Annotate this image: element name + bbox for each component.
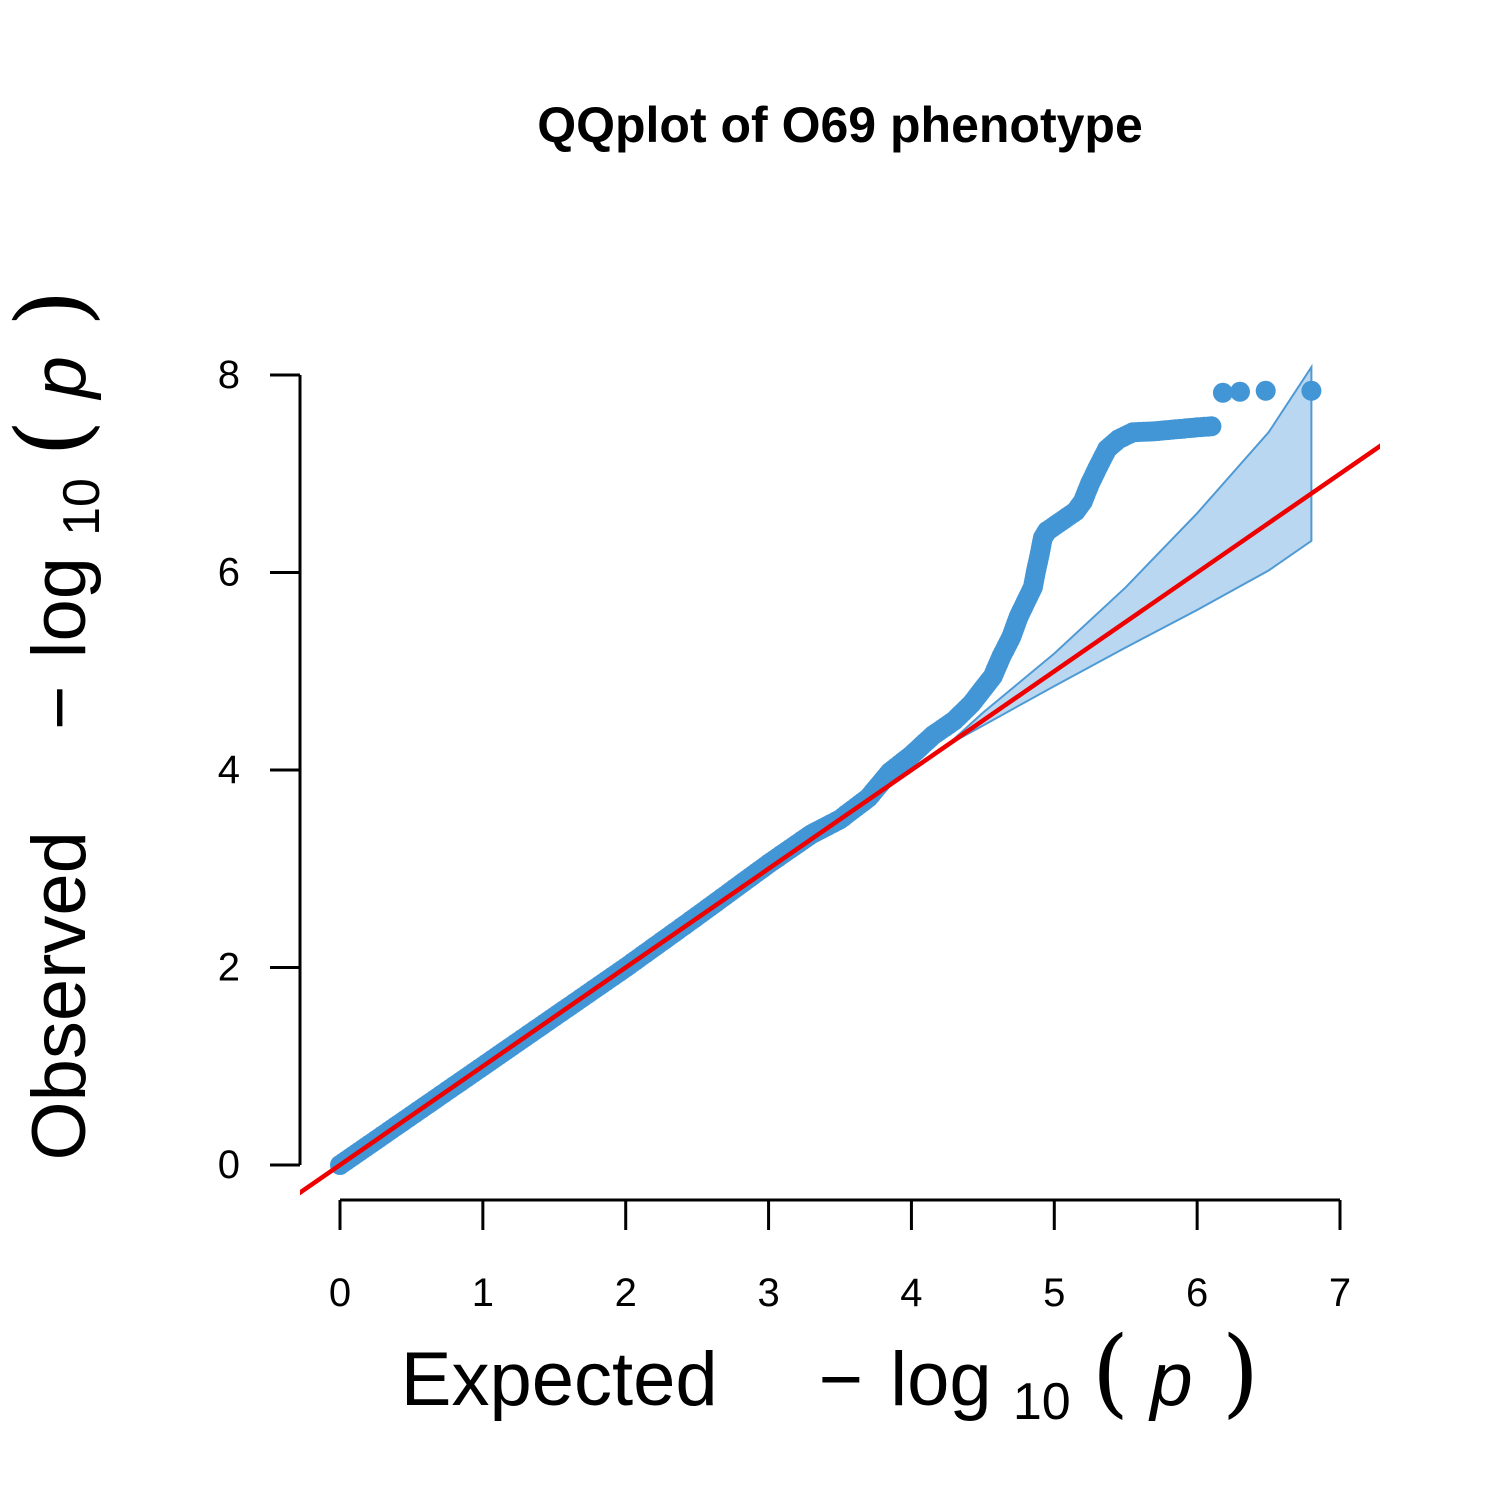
y-axis-label-base: 10	[53, 478, 111, 536]
x-axis-label-minus: −	[819, 1337, 863, 1422]
x-axis-label-base: 10	[1013, 1373, 1071, 1431]
reference-line-layer	[300, 443, 1380, 1196]
chart-title: QQplot of O69 phenotype	[537, 97, 1143, 153]
y-tick-label: 6	[218, 551, 240, 595]
y-axis-label-main: Observed	[17, 831, 102, 1161]
x-tick-label: 2	[615, 1271, 637, 1315]
data-point	[1201, 416, 1222, 437]
axes: 0 1 2 3 4 5 6 7 0 2 4 6 8	[218, 353, 1351, 1315]
y-axis-label-var: p	[17, 356, 102, 400]
x-tick-label: 5	[1043, 1271, 1065, 1315]
x-tick-label: 0	[329, 1271, 351, 1315]
y-tick-label: 0	[218, 1143, 240, 1187]
x-tick-label: 6	[1186, 1271, 1208, 1315]
x-axis-label-var: p	[1148, 1337, 1192, 1422]
x-axis-label-log: log	[890, 1337, 991, 1422]
y-tick-label: 2	[218, 946, 240, 990]
data-points-layer	[330, 380, 1322, 1175]
x-axis-label-close-paren: )	[1222, 1316, 1259, 1428]
data-point	[1301, 380, 1322, 401]
confidence-band-layer	[946, 363, 1313, 747]
y-tick-label: 4	[218, 748, 240, 792]
data-point	[1255, 380, 1276, 401]
x-tick-label: 3	[757, 1271, 779, 1315]
confidence-band	[946, 363, 1313, 747]
x-axis-label-main: Expected	[401, 1337, 718, 1422]
y-tick-label: 8	[218, 353, 240, 397]
data-point	[1230, 381, 1250, 402]
x-tick-label: 4	[900, 1271, 922, 1315]
x-axis-label: Expected − log 10 ( p )	[401, 1316, 1259, 1436]
y-axis-label-close-paren: )	[0, 289, 108, 326]
y-axis-label: Observed − log 10 ( p )	[0, 289, 116, 1160]
x-axis-label-open-paren: (	[1092, 1316, 1129, 1428]
x-tick-label: 7	[1329, 1271, 1351, 1315]
y-axis-label-log: log	[17, 557, 102, 658]
x-tick-label: 1	[472, 1271, 494, 1315]
data-point	[1212, 382, 1233, 403]
y-axis-label-minus: −	[17, 686, 102, 730]
y-axis-label-open-paren: (	[0, 419, 108, 456]
reference-line	[300, 443, 1380, 1196]
